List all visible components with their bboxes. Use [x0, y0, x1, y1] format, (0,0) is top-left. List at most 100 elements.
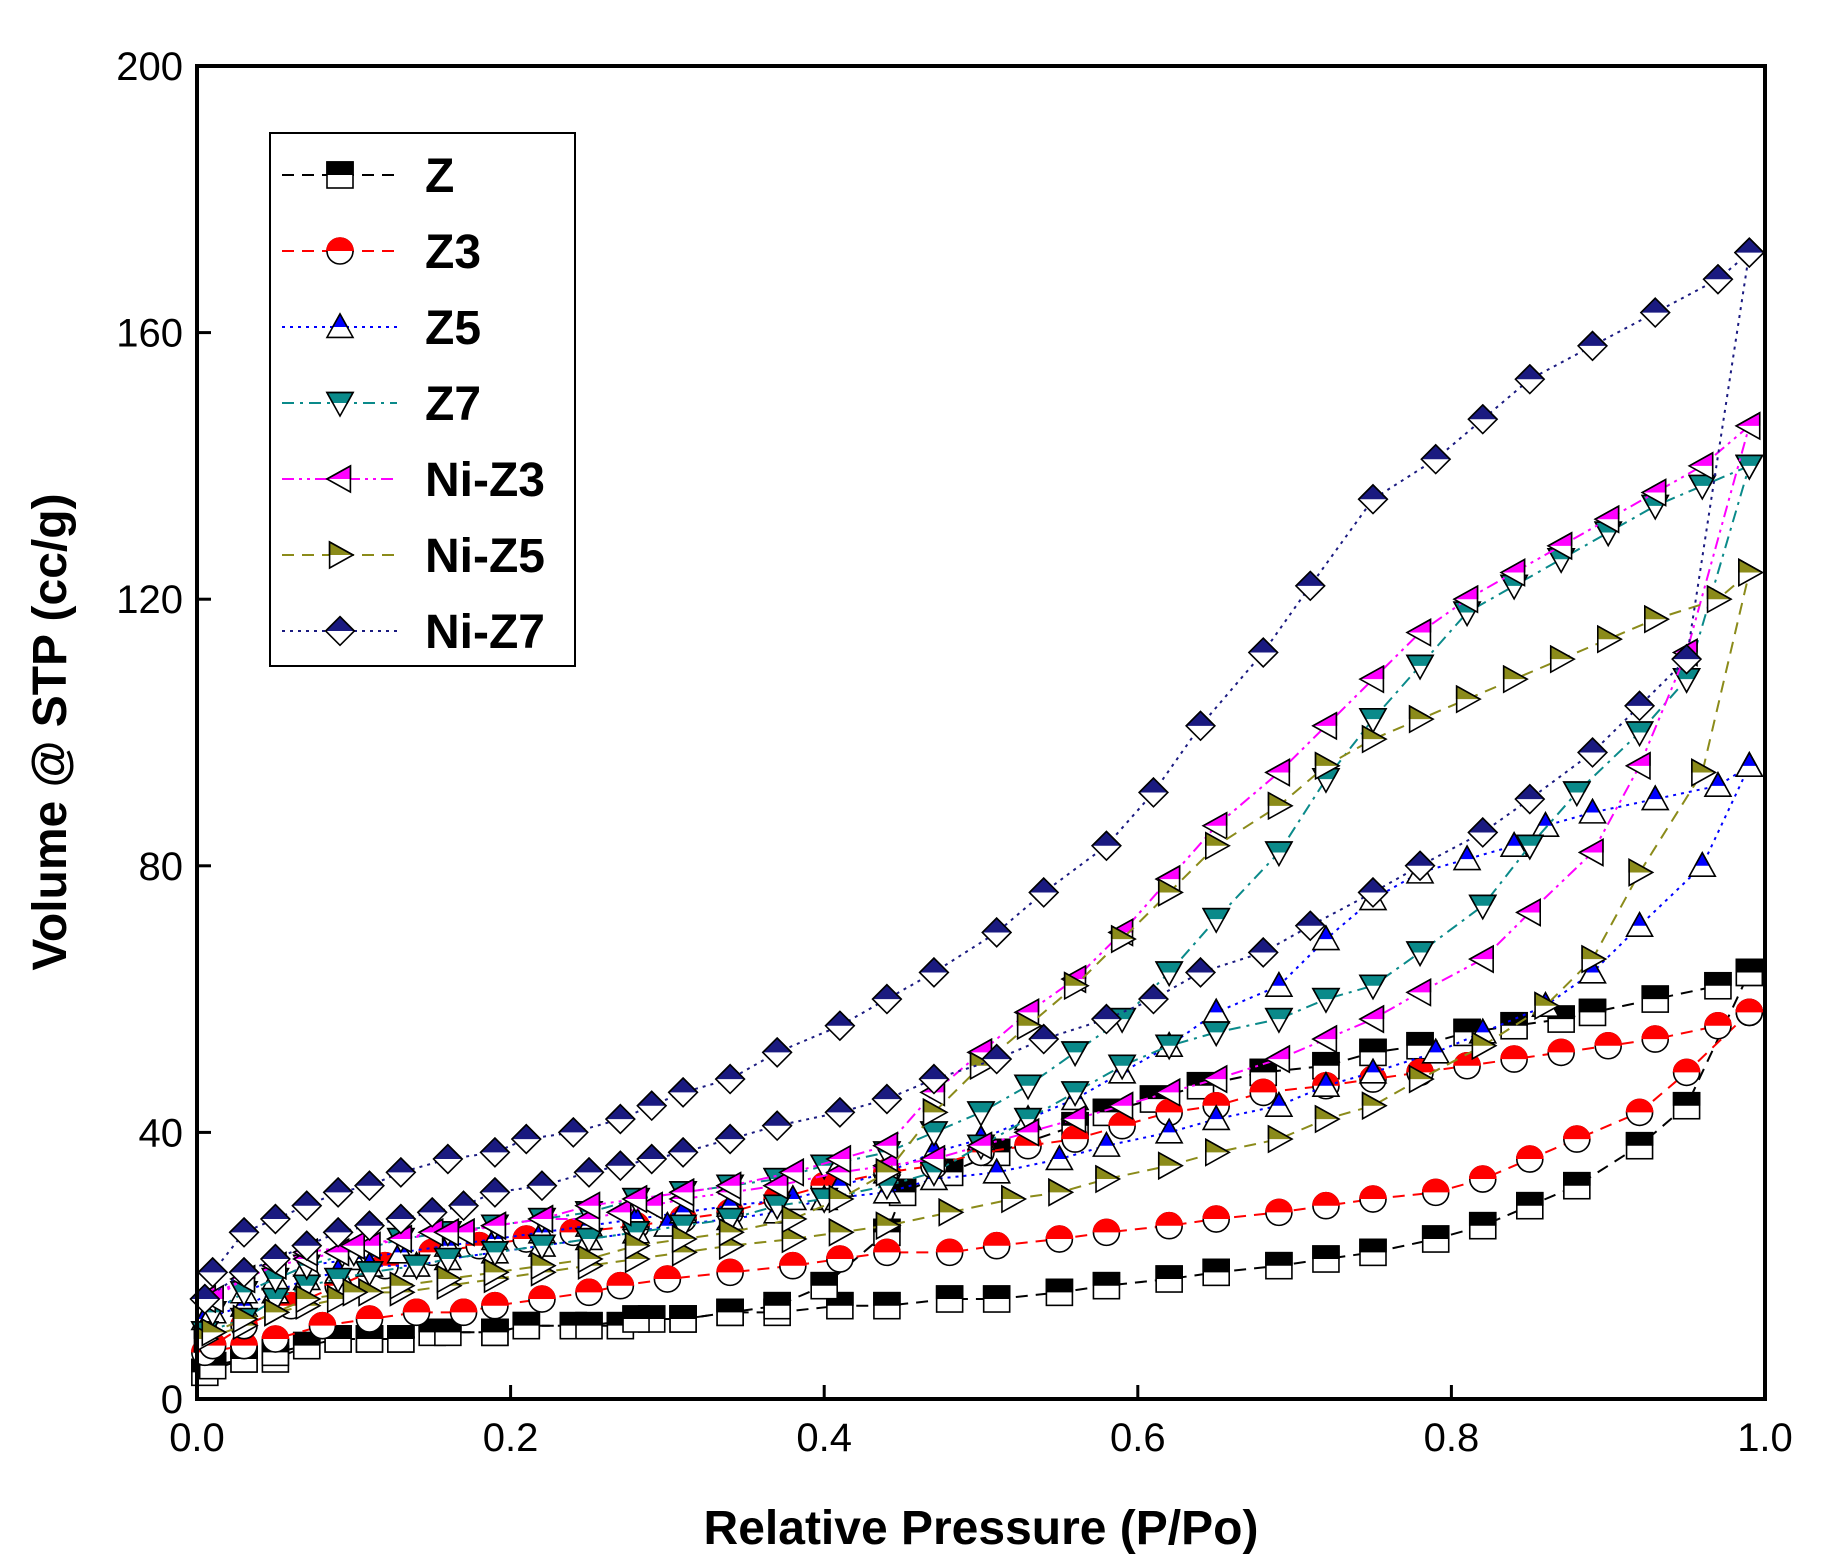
series-ni-z5 — [193, 558, 1764, 1354]
x-tick-label: 0.0 — [169, 1416, 225, 1460]
data-point-fill — [1357, 483, 1389, 500]
data-point-fill — [1201, 907, 1231, 920]
data-point-fill — [1028, 1023, 1060, 1040]
x-tick-label: 1.0 — [1737, 1416, 1793, 1460]
plot-frame — [195, 64, 1767, 1401]
data-point-fill — [1364, 1057, 1382, 1073]
data-point-fill — [342, 1278, 369, 1293]
data-point-fill — [528, 1285, 556, 1300]
data-point-fill — [228, 1256, 260, 1273]
data-point-fill — [1361, 724, 1388, 740]
y-tick-label: 40 — [139, 1111, 184, 1155]
data-point-fill — [918, 957, 950, 973]
legend-marker-fill — [324, 615, 356, 631]
data-point-fill — [714, 1063, 746, 1080]
data-point-fill — [259, 1203, 291, 1220]
legend-marker-fill — [325, 391, 355, 403]
y-axis-ticks: 0 40 80 120 160 200 — [116, 45, 211, 1422]
data-point-fill — [1264, 1007, 1294, 1020]
data-point-fill — [1584, 797, 1601, 813]
data-point-fill — [922, 1098, 949, 1113]
data-point-fill — [761, 1110, 793, 1126]
data-point-fill — [510, 1123, 542, 1140]
data-point-fill — [1734, 454, 1764, 466]
data-point-fill — [291, 1190, 323, 1206]
data-point-fill — [575, 1278, 603, 1293]
data-point-fill — [1357, 877, 1389, 893]
data-point-fill — [1294, 910, 1326, 926]
data-point-fill — [1577, 737, 1608, 753]
legend-label: Z — [425, 150, 454, 203]
data-point-fill — [557, 1116, 589, 1133]
data-point-fill — [416, 1196, 448, 1213]
data-point-fill — [323, 1267, 353, 1280]
data-point-fill — [875, 1158, 902, 1173]
data-point-fill — [512, 1311, 541, 1326]
data-point-fill — [354, 1170, 385, 1186]
data-point-fill — [1547, 1038, 1575, 1053]
data-point-fill — [919, 1121, 949, 1133]
data-point-fill — [604, 1103, 636, 1120]
data-point-fill — [1624, 690, 1655, 706]
legend-label: Ni-Z5 — [425, 530, 545, 583]
data-point-fill — [1741, 751, 1758, 766]
data-point-fill — [201, 1317, 228, 1333]
data-point-fill — [1060, 964, 1087, 980]
data-point-fill — [1311, 711, 1338, 726]
data-point-fill — [1154, 864, 1181, 880]
data-point-fill — [479, 1136, 511, 1153]
data-point-fill — [1625, 721, 1654, 733]
data-point-fill — [1468, 944, 1494, 960]
data-point-fill — [339, 1231, 366, 1246]
data-point-fill — [1016, 1011, 1043, 1026]
data-point-fill — [1045, 1225, 1074, 1240]
data-point-fill — [385, 1203, 417, 1220]
legend-entry: Ni-Z7 — [282, 606, 545, 659]
data-point-fill — [1474, 1017, 1491, 1033]
data-point-fill — [718, 1218, 745, 1233]
data-point-fill — [1358, 664, 1385, 680]
y-axis-title: Volume @ STP (cc/g) — [24, 493, 77, 970]
data-point-fill — [1499, 558, 1526, 573]
data-point-fill — [1205, 1138, 1231, 1153]
data-point-fill — [981, 917, 1013, 933]
data-point-fill — [935, 1238, 964, 1253]
data-point-fill — [1358, 707, 1388, 720]
data-point-fill — [1202, 1258, 1230, 1273]
data-point-fill — [1537, 811, 1554, 826]
data-point-fill — [668, 1178, 695, 1193]
data-point-fill — [828, 1218, 855, 1233]
data-point-fill — [1563, 1171, 1591, 1186]
data-point-fill — [1045, 1278, 1074, 1293]
data-point-fill — [1110, 924, 1137, 940]
data-point-fill — [1202, 1205, 1230, 1220]
legend-entry: Ni-Z5 — [282, 530, 545, 583]
data-point-fill — [1691, 758, 1717, 773]
data-point-fill — [1013, 998, 1040, 1013]
data-point-fill — [322, 1176, 354, 1193]
data-point-fill — [982, 1285, 1011, 1300]
series-line-desorption — [212, 571, 1750, 1334]
data-point-fill — [826, 1245, 854, 1260]
data-point-fill — [1095, 1164, 1122, 1180]
data-point-fill — [433, 1247, 463, 1260]
data-point-fill — [1625, 1098, 1654, 1113]
data-point-fill — [1201, 1064, 1228, 1080]
data-point-fill — [1264, 758, 1291, 773]
legend-marker-fill — [328, 540, 355, 555]
data-point-fill — [966, 1131, 993, 1146]
data-point-fill — [781, 1224, 808, 1240]
data-point-fill — [432, 1143, 464, 1160]
data-point-fill — [1138, 777, 1169, 793]
data-point-fill — [574, 1227, 604, 1240]
data-point-fill — [481, 1291, 509, 1306]
data-point-fill — [935, 1285, 964, 1300]
data-point-fill — [1505, 831, 1523, 846]
data-point-fill — [1267, 1124, 1294, 1140]
data-point-fill — [1161, 1117, 1178, 1133]
data-point-fill — [1312, 1051, 1340, 1066]
data-point-fill — [716, 1258, 744, 1273]
data-point-fill — [1154, 961, 1184, 973]
data-point-fill — [1735, 958, 1764, 973]
data-point-fill — [621, 1184, 648, 1200]
